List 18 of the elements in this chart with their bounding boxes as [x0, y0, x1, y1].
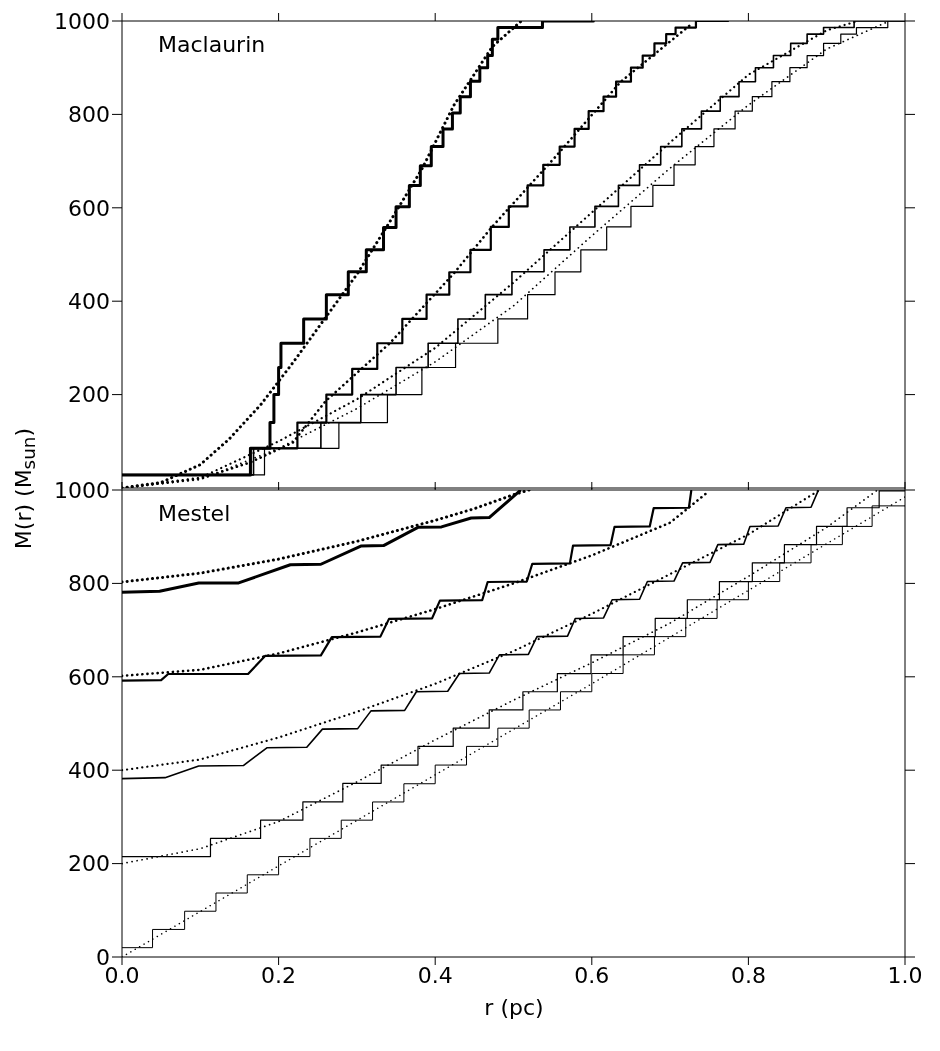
x-tick-label: 1.0 — [887, 962, 923, 988]
annotation: Mestel — [158, 501, 231, 526]
y-tick-label: 200 — [68, 382, 110, 408]
y-tick-label: 1000 — [54, 477, 110, 503]
x-tick-label: 0.2 — [261, 962, 297, 988]
annotation: Maclaurin — [158, 32, 266, 57]
y-tick-label: 600 — [68, 664, 110, 690]
y-tick-label: 800 — [68, 571, 110, 597]
x-tick-label: 0.6 — [574, 962, 610, 988]
x-axis-title: r (pc) — [483, 994, 545, 1022]
y-tick-label: 1000 — [54, 8, 110, 34]
y-tick-label: 800 — [68, 102, 110, 128]
y-tick-label: 400 — [68, 758, 110, 784]
y-tick-label: 400 — [68, 289, 110, 315]
x-tick-label: 0.8 — [730, 962, 766, 988]
x-tick-label: 0.4 — [417, 962, 453, 988]
y-tick-label: 200 — [68, 851, 110, 877]
y-tick-label: 600 — [68, 195, 110, 221]
